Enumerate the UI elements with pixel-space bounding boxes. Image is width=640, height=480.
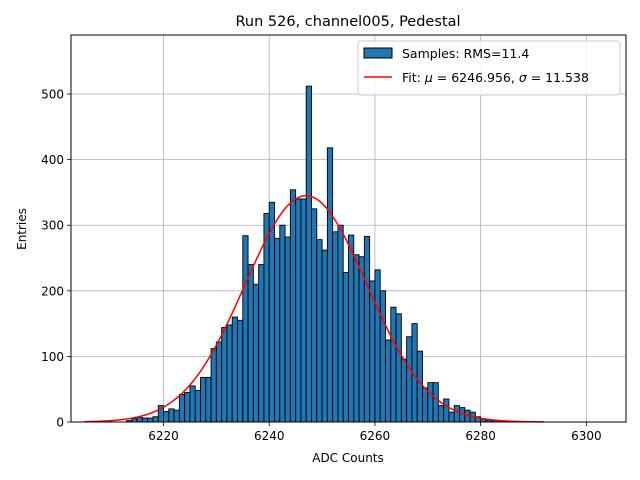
histogram-bar — [242, 235, 249, 423]
plot-frame — [70, 34, 627, 423]
histogram-bar — [221, 327, 228, 423]
histogram-bar — [163, 411, 170, 423]
y-axis-ticks: 0 100 200 300 400 500 — [41, 88, 71, 430]
histogram-bar — [390, 306, 397, 423]
histogram-bar — [152, 416, 159, 423]
x-tick-label: 6220 — [148, 429, 179, 443]
histogram-bar — [189, 385, 196, 423]
x-tick-label: 6300 — [571, 429, 602, 443]
histogram-bar — [406, 336, 413, 423]
histogram-bar — [200, 376, 207, 423]
histogram-bar — [210, 348, 217, 423]
histogram-bar — [353, 254, 360, 423]
x-axis-label: ADC Counts — [312, 451, 384, 465]
histogram-bar — [215, 341, 223, 423]
histogram-bar — [305, 85, 312, 423]
y-tick-label: 0 — [56, 416, 64, 430]
legend-sigma-text: = 11.538 — [527, 70, 589, 85]
legend-fit-prefix: Fit: — [402, 70, 425, 85]
legend-swatch-histogram — [363, 47, 393, 59]
histogram-bar — [342, 271, 349, 423]
x-tick-label: 6260 — [360, 429, 391, 443]
y-tick-label: 500 — [41, 88, 64, 102]
histogram-bar — [258, 264, 265, 423]
x-axis-ticks: 6220 6240 6260 6280 6300 — [148, 422, 602, 443]
histogram-bar — [432, 382, 439, 423]
histogram-bar — [136, 416, 143, 423]
histogram-bar — [422, 387, 429, 423]
histogram-bar — [348, 234, 355, 423]
histogram-bar — [316, 239, 323, 423]
histogram-bar — [363, 235, 371, 423]
histogram-bar — [332, 231, 339, 423]
legend-sigma-symbol: σ — [519, 70, 528, 85]
legend: Samples: RMS=11.4 Fit: μ = 6246.956, σ =… — [357, 40, 621, 96]
histogram-bar — [226, 324, 233, 423]
histogram-bar — [311, 208, 318, 423]
histogram-bars — [126, 85, 519, 423]
histogram-bar — [321, 249, 328, 423]
legend-mu-text: = 6246.956, — [433, 70, 519, 85]
histogram-bar — [453, 405, 460, 423]
histogram-bar — [295, 198, 302, 423]
histogram-bar — [385, 339, 392, 423]
histogram-bar — [247, 264, 254, 423]
histogram-bar — [448, 411, 455, 423]
y-tick-label: 400 — [41, 153, 64, 167]
histogram-bar — [194, 390, 201, 423]
histogram-bar — [237, 319, 244, 423]
histogram-bar — [147, 417, 154, 423]
histogram-bar — [252, 283, 260, 423]
histogram-bar — [374, 269, 381, 423]
histogram-bar — [173, 409, 180, 423]
y-axis-label: Entries — [15, 208, 29, 250]
histogram-bar — [437, 405, 445, 423]
histogram-bar — [263, 212, 270, 423]
y-tick-label: 200 — [41, 284, 64, 298]
x-tick-label: 6240 — [254, 429, 285, 443]
histogram-bar — [274, 237, 281, 423]
histogram-bar — [443, 398, 450, 423]
histogram-bar — [326, 147, 334, 423]
histogram-bar — [427, 382, 434, 423]
histogram-bar — [416, 350, 423, 423]
histogram-bar — [400, 358, 408, 423]
histogram-bar — [395, 313, 402, 423]
histogram-bar — [231, 316, 238, 423]
y-tick-label: 300 — [41, 219, 64, 233]
histogram-bar — [300, 198, 307, 423]
chart-title: Run 526, channel005, Pedestal — [235, 14, 460, 30]
histogram-bar — [268, 201, 275, 423]
histogram-bar — [178, 394, 186, 423]
legend-box — [357, 40, 621, 96]
fit-curve — [84, 194, 545, 423]
histogram-bar — [289, 189, 297, 423]
histogram-bar — [279, 224, 286, 423]
histogram-bar — [184, 392, 191, 423]
legend-label-histogram: Samples: RMS=11.4 — [402, 46, 529, 61]
y-tick-label: 100 — [41, 350, 64, 364]
histogram-bar — [168, 408, 175, 423]
x-tick-label: 6280 — [465, 429, 496, 443]
histogram-bar — [141, 417, 149, 423]
histogram-bar — [358, 256, 365, 423]
histogram-bar — [337, 224, 344, 423]
legend-mu-symbol: μ — [424, 70, 433, 85]
histogram-bar — [284, 236, 291, 423]
histogram-bar — [205, 376, 212, 423]
histogram-bar — [379, 290, 386, 423]
legend-label-fit: Fit: μ = 6246.956, σ = 11.538 — [402, 70, 589, 85]
